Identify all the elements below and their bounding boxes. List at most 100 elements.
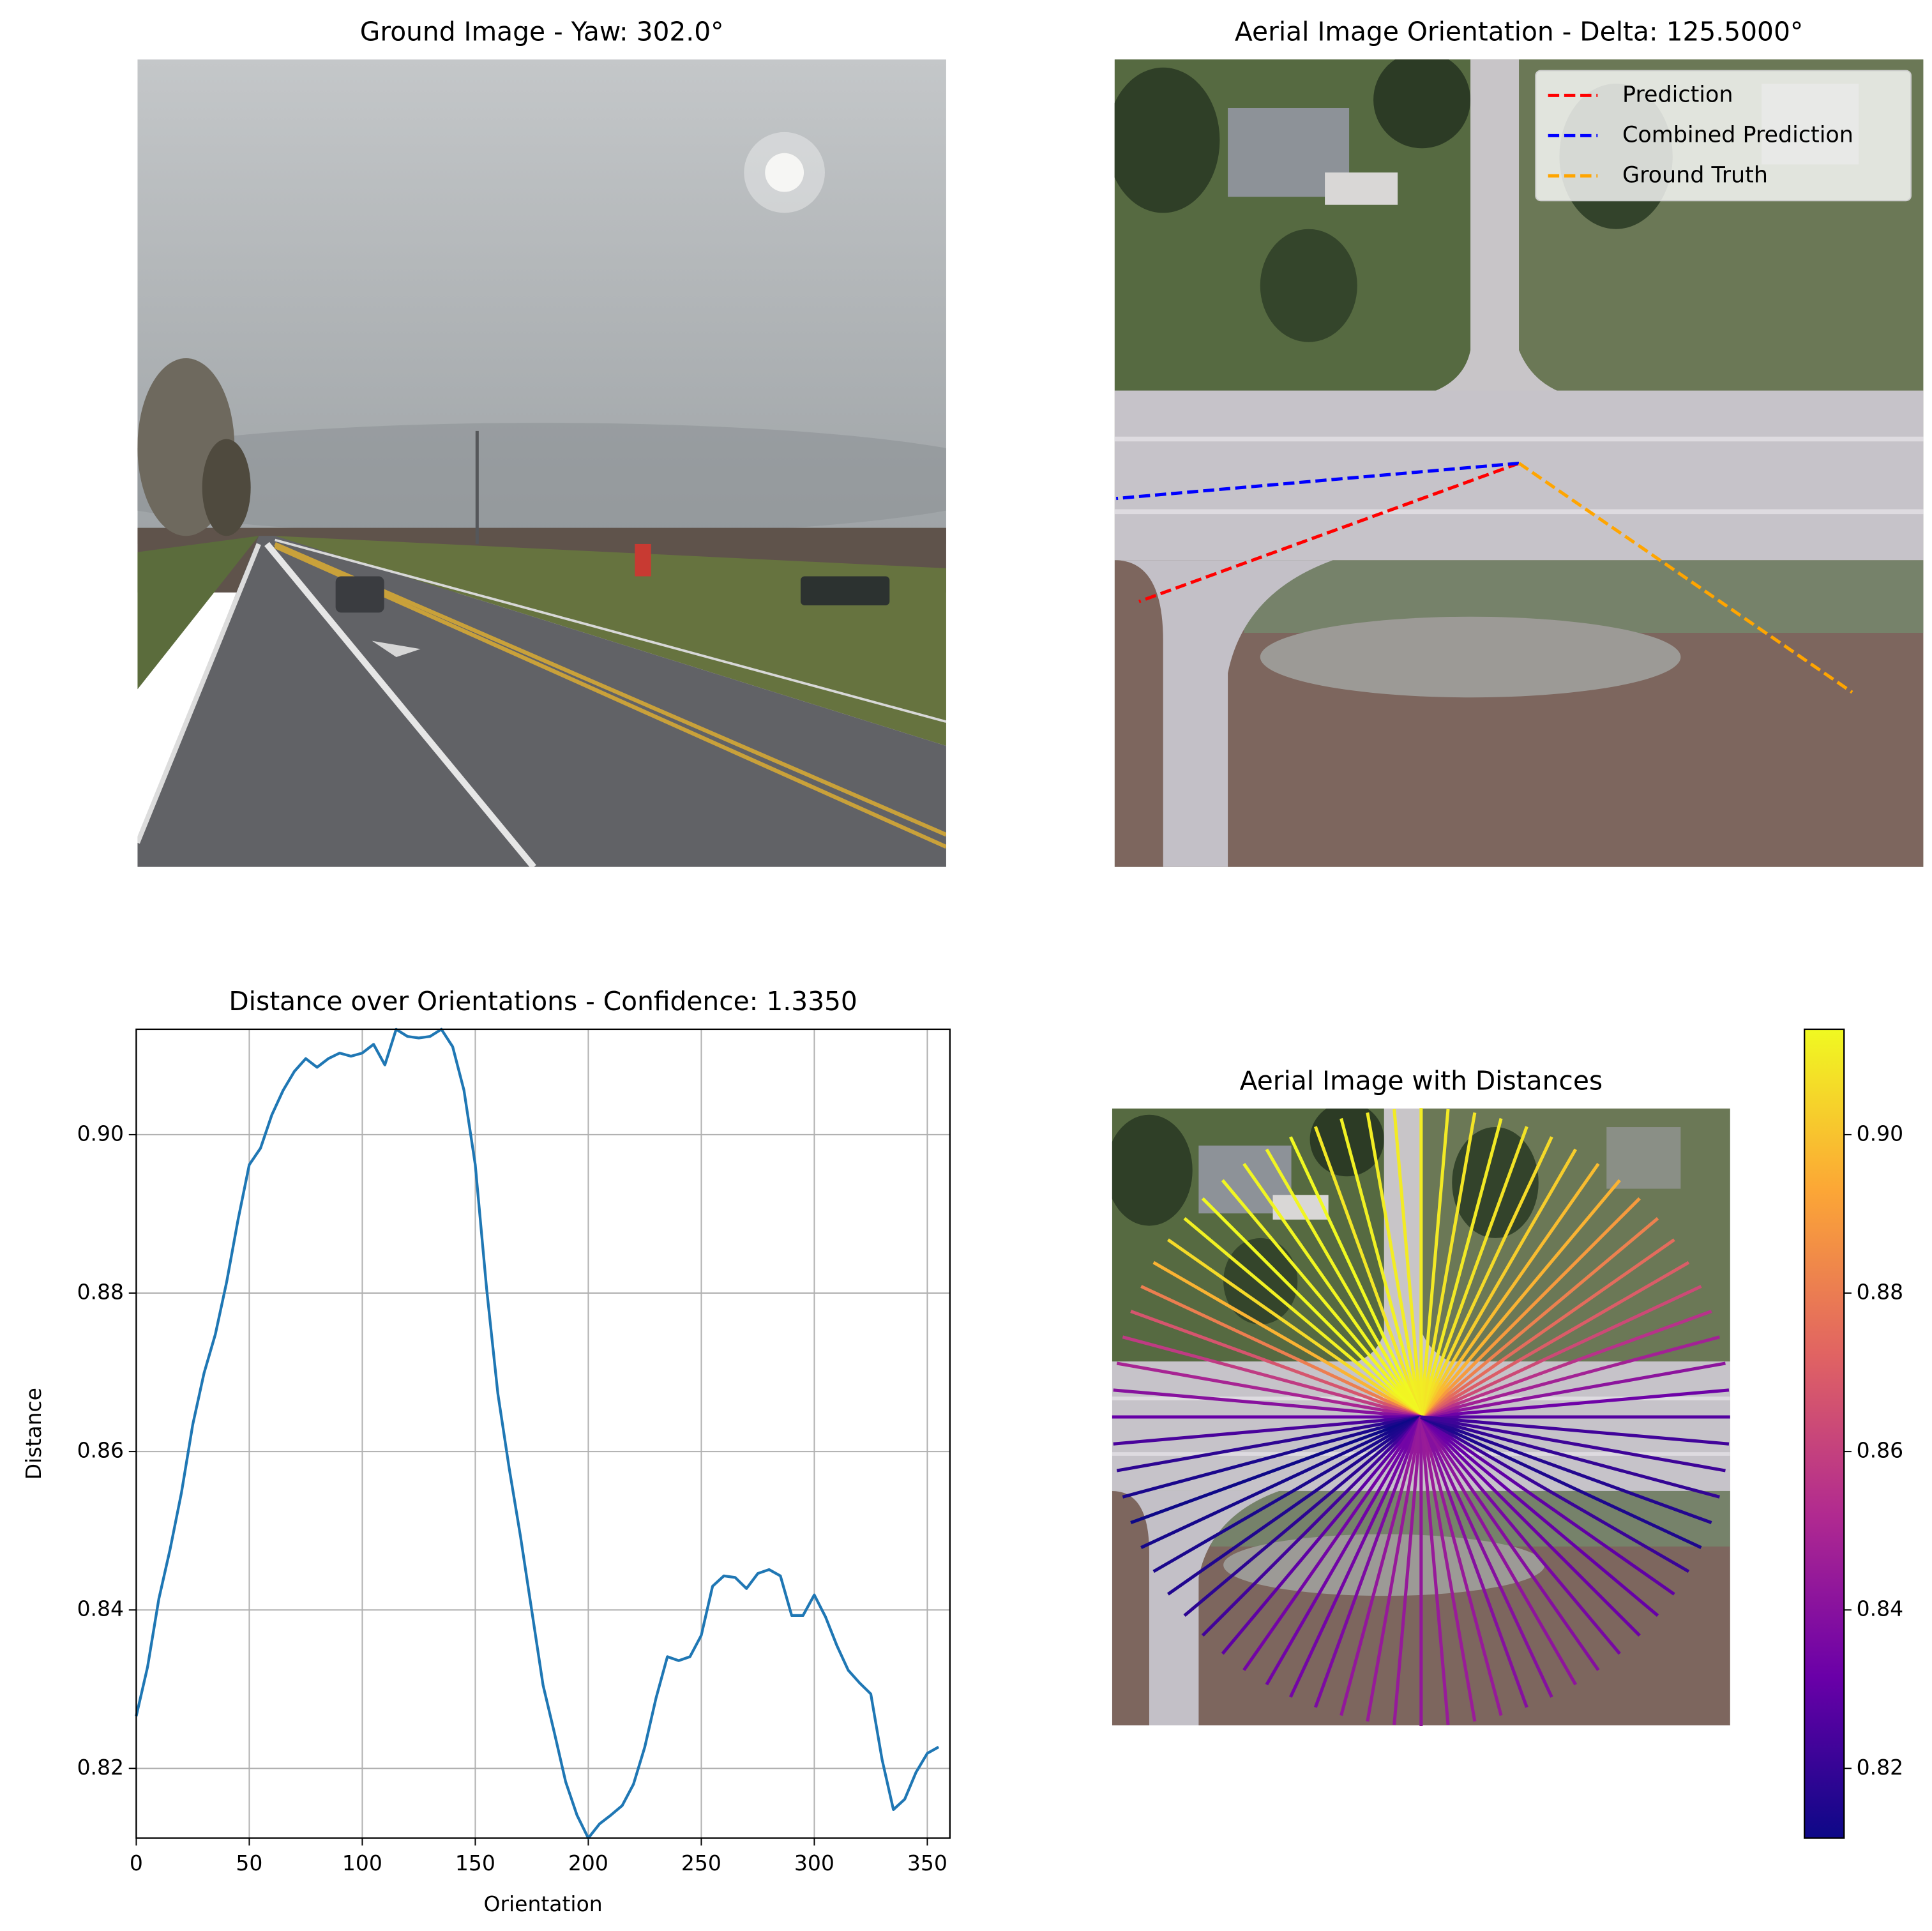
x-axis-label: Orientation <box>484 1891 603 1916</box>
radial-line <box>1421 1415 1730 1446</box>
truck <box>800 576 890 606</box>
radial-line <box>1242 1163 1423 1418</box>
radial-line <box>1265 1148 1423 1418</box>
grass <box>137 536 259 690</box>
radial-line <box>1152 1261 1423 1419</box>
x-tick-label: 250 <box>681 1851 721 1875</box>
radial-line <box>1130 1310 1422 1419</box>
radial-line <box>1420 1238 1675 1419</box>
car <box>335 576 384 613</box>
sign <box>635 543 651 577</box>
chart-title: Aerial Image Orientation - Delta: 125.50… <box>1235 16 1803 47</box>
y-axis-label: Distance <box>21 1388 46 1480</box>
radial-line <box>1183 1416 1423 1617</box>
road-line <box>137 543 261 844</box>
radial-line <box>1419 1109 1450 1418</box>
road <box>137 536 946 867</box>
radial-line <box>1366 1112 1423 1418</box>
radial-line <box>1419 1416 1503 1716</box>
radial-line <box>1313 1416 1423 1708</box>
colorbar-tick-label: 0.88 <box>1857 1280 1903 1305</box>
radial-line <box>1152 1415 1423 1573</box>
radial-line <box>1419 1416 1553 1698</box>
radial-line <box>1419 1136 1553 1418</box>
radial-line <box>1242 1416 1423 1671</box>
radial-line <box>1113 1388 1422 1419</box>
road-line <box>264 541 536 867</box>
radial-line <box>1419 1126 1528 1418</box>
radial-line <box>1122 1335 1422 1419</box>
radial-line <box>1140 1285 1422 1419</box>
radial-line <box>1419 1179 1621 1418</box>
colorbar-tick-label: 0.84 <box>1857 1596 1903 1621</box>
radial-line <box>1420 1415 1690 1573</box>
radial-line <box>1122 1415 1422 1499</box>
radial-line <box>1420 1285 1702 1419</box>
sun <box>765 153 804 192</box>
radial-line <box>1420 1416 1659 1617</box>
radial-line <box>1421 1388 1730 1419</box>
radial-line <box>1116 1361 1422 1419</box>
x-tick-label: 300 <box>794 1851 834 1875</box>
colorbar-tick-label: 0.86 <box>1857 1438 1903 1463</box>
radial-line <box>1419 1163 1600 1418</box>
radial-line <box>1420 1197 1641 1418</box>
radial-line <box>1113 1415 1422 1446</box>
radial-line <box>1420 1415 1712 1524</box>
radial-line <box>1166 1415 1423 1596</box>
radial-line <box>1265 1416 1423 1686</box>
radial-line <box>1289 1416 1423 1698</box>
orientation-line <box>1115 461 1520 501</box>
radial-line <box>1419 1416 1528 1708</box>
x-tick-label: 350 <box>907 1851 947 1875</box>
road-arrow <box>372 640 421 657</box>
radial-line <box>1419 1416 1477 1722</box>
center-line <box>274 544 946 849</box>
y-tick-label: 0.88 <box>77 1280 124 1305</box>
radial-line <box>1419 1416 1621 1655</box>
radial-line <box>1419 1148 1578 1418</box>
radial-line <box>1340 1117 1423 1418</box>
radial-line <box>1201 1197 1423 1418</box>
radial-line <box>1420 1217 1659 1418</box>
x-tick-label: 150 <box>455 1851 495 1875</box>
legend-label: Prediction <box>1622 82 1733 107</box>
y-tick-label: 0.82 <box>77 1755 124 1780</box>
radial-line <box>1183 1217 1423 1418</box>
y-tick-label: 0.86 <box>77 1438 124 1463</box>
chart-title: Distance over Orientations - Confidence:… <box>229 986 857 1017</box>
colorbar-tick-label: 0.90 <box>1857 1121 1903 1146</box>
radial-line <box>1166 1238 1423 1419</box>
radial-line <box>1420 1415 1675 1596</box>
road-line <box>275 538 946 723</box>
radial-line <box>1420 1415 1702 1549</box>
radial-line <box>1419 1416 1450 1725</box>
y-tick-label: 0.90 <box>77 1121 124 1146</box>
colorbar-tick-label: 0.82 <box>1857 1755 1903 1780</box>
center-line <box>274 542 946 837</box>
chart-title: Ground Image - Yaw: 302.0° <box>360 16 724 47</box>
tree <box>202 439 251 536</box>
legend-label: Combined Prediction <box>1622 122 1853 148</box>
x-tick-label: 50 <box>236 1851 262 1875</box>
ground-image <box>137 59 946 867</box>
radial-line <box>1421 1335 1720 1419</box>
radial-line <box>1116 1415 1422 1473</box>
x-tick-label: 200 <box>568 1851 608 1875</box>
radial-line <box>1420 1310 1712 1419</box>
radial-line <box>1419 1416 1600 1671</box>
data-line <box>135 1027 940 1840</box>
axes-frame <box>135 1028 951 1839</box>
y-tick-label: 0.84 <box>77 1596 124 1621</box>
radial-line <box>1140 1415 1422 1549</box>
radial-line <box>1221 1416 1423 1655</box>
radial-line <box>1392 1416 1423 1725</box>
colorbar <box>1804 1028 1845 1839</box>
radial-line <box>1421 1415 1726 1473</box>
radial-line <box>1221 1179 1423 1418</box>
orientation-line <box>1138 462 1520 603</box>
radial-line <box>1420 1261 1690 1419</box>
radial-line <box>1419 1117 1503 1418</box>
radial-line <box>1201 1416 1423 1637</box>
